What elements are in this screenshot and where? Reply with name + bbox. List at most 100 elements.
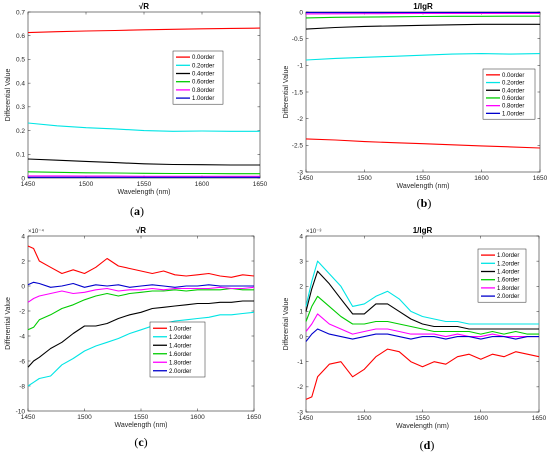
x-axis-label: Wavelength (nm) [114, 422, 167, 429]
chart-panel-a: 1450 1500 1550 1600 1650 0 0.1 0.2 0.3 0.4 0.5 0.6 0… [5, 2, 268, 218]
chart-title: 1/lgR [413, 2, 433, 11]
y-tick-label: 4 [299, 233, 303, 240]
series-line-1.4order [305, 270, 539, 330]
panel-caption-letter: a [134, 204, 140, 218]
legend-label: 1.0order [192, 96, 214, 102]
x-tick-label: 1500 [357, 415, 372, 422]
y-axis-label: Differential Value [283, 66, 290, 119]
x-tick-label: 1450 [299, 175, 314, 182]
y-tick-label: 0 [21, 283, 25, 290]
series-line-1.2order [27, 311, 255, 387]
series-line-0.4order [27, 158, 260, 166]
legend-label: 0.0order [502, 73, 524, 79]
legend-label: 0.6order [192, 80, 214, 86]
axis-exponent-label: ×10⁻⁴ [28, 228, 44, 235]
legend-label: 0.2order [502, 81, 524, 87]
chart-panel-c: 1450 1500 1550 1600 1650 -10 -8 -6 -4 -2 0 2 4×10⁻⁴ √… [5, 226, 262, 449]
series-line-1.6order [305, 295, 539, 335]
y-tick-label: -8 [19, 383, 25, 390]
legend-label: 1.0order [497, 253, 519, 259]
legend-label: 1.2order [169, 335, 191, 341]
series-line-1.0order [305, 348, 540, 400]
series-line-0.8order [305, 12, 540, 15]
legend-label: 0.4order [192, 72, 214, 78]
y-tick-label: 0.4 [16, 80, 25, 87]
y-tick-label: -2.5 [292, 143, 304, 150]
x-tick-label: 1650 [532, 415, 547, 422]
y-tick-label: -3 [297, 409, 303, 416]
legend-label: 0.4order [502, 88, 524, 94]
y-tick-label: 0.3 [16, 104, 25, 111]
y-tick-label: 4 [21, 233, 25, 240]
chart-panel-b: 1450 1500 1550 1600 1650 -3 -2.5 -2 -1.5 -1 -0.5 0 1… [283, 2, 548, 210]
legend-label: 1.4order [497, 270, 519, 276]
x-tick-label: 1600 [195, 181, 210, 188]
series-line-0.6order [305, 15, 540, 19]
x-tick-label: 1550 [415, 415, 430, 422]
chart-title: √R [136, 226, 146, 235]
panel-caption: (d) [420, 438, 435, 452]
legend-label: 1.6order [169, 352, 191, 358]
legend-box [482, 68, 536, 120]
series-line-2.0order [305, 328, 539, 342]
axis-exponent-label: ×10⁻³ [306, 229, 321, 235]
chart-panel-d: 1450 1500 1550 1600 1650 -3 -2 -1 0 1 2 3 4×10⁻³ 1/lg… [283, 226, 547, 452]
legend-label: 1.0order [502, 111, 524, 117]
y-tick-label: -0.5 [292, 36, 304, 43]
legend-label: 0.8order [192, 88, 214, 94]
legend-label: 1.8order [169, 360, 191, 366]
x-tick-label: 1550 [134, 414, 149, 421]
series-line-0.2order [305, 53, 541, 61]
x-tick-label: 1650 [247, 414, 262, 421]
series-line-1.8order [305, 313, 539, 338]
x-tick-label: 1450 [21, 414, 36, 421]
legend-box [172, 50, 224, 105]
y-tick-label: 1 [299, 309, 303, 316]
series-line-0.2order [27, 122, 260, 132]
y-tick-label: 3 [299, 258, 303, 265]
y-tick-label: 0.7 [16, 9, 25, 16]
y-tick-label: -3 [297, 169, 303, 176]
panel-caption-letter: c [138, 435, 144, 449]
x-tick-label: 1450 [21, 181, 36, 188]
x-tick-label: 1500 [79, 181, 94, 188]
series-line-2.0order [27, 281, 254, 288]
legend-label: 1.2order [497, 261, 519, 267]
legend-box [477, 248, 527, 303]
y-tick-label: 0.5 [16, 57, 25, 64]
panel-caption-letter: b [421, 196, 428, 210]
x-axis-label: Wavelength (nm) [396, 423, 449, 430]
x-tick-label: 1650 [253, 181, 268, 188]
chart-title: 1/lgR [413, 226, 433, 235]
series-line-0.4order [305, 23, 540, 30]
legend-label: 1.8order [497, 286, 519, 292]
y-tick-label: -6 [19, 358, 25, 365]
y-tick-label: 0.6 [16, 33, 25, 40]
y-tick-label: 2 [299, 284, 303, 291]
x-tick-label: 1600 [474, 175, 489, 182]
y-tick-label: 2 [21, 258, 25, 265]
series-line-1.0order [27, 245, 255, 278]
legend-label: 0.2order [192, 63, 214, 69]
y-axis-label: Differential Value [5, 69, 12, 122]
y-tick-label: -1 [297, 359, 303, 366]
x-tick-label: 1500 [357, 175, 372, 182]
panel-caption-letter: d [424, 438, 431, 452]
y-tick-label: 0 [21, 175, 25, 182]
y-tick-label: -1.5 [292, 89, 304, 96]
y-tick-label: 0 [299, 9, 303, 16]
x-tick-label: 1600 [474, 415, 489, 422]
legend-label: 2.0order [169, 369, 191, 375]
series-line-1.2order [305, 260, 539, 325]
plot-area [27, 11, 261, 179]
series-line-0.6order [27, 171, 260, 175]
panel-caption: (c) [134, 435, 147, 449]
x-tick-label: 1600 [190, 414, 205, 421]
x-tick-label: 1550 [416, 175, 431, 182]
legend-label: 0.6order [502, 96, 524, 102]
x-tick-label: 1450 [299, 415, 314, 422]
y-axis-label: Differential Value [5, 297, 12, 350]
y-axis-label: Differential Value [283, 298, 290, 351]
panel-caption: (b) [417, 196, 432, 210]
